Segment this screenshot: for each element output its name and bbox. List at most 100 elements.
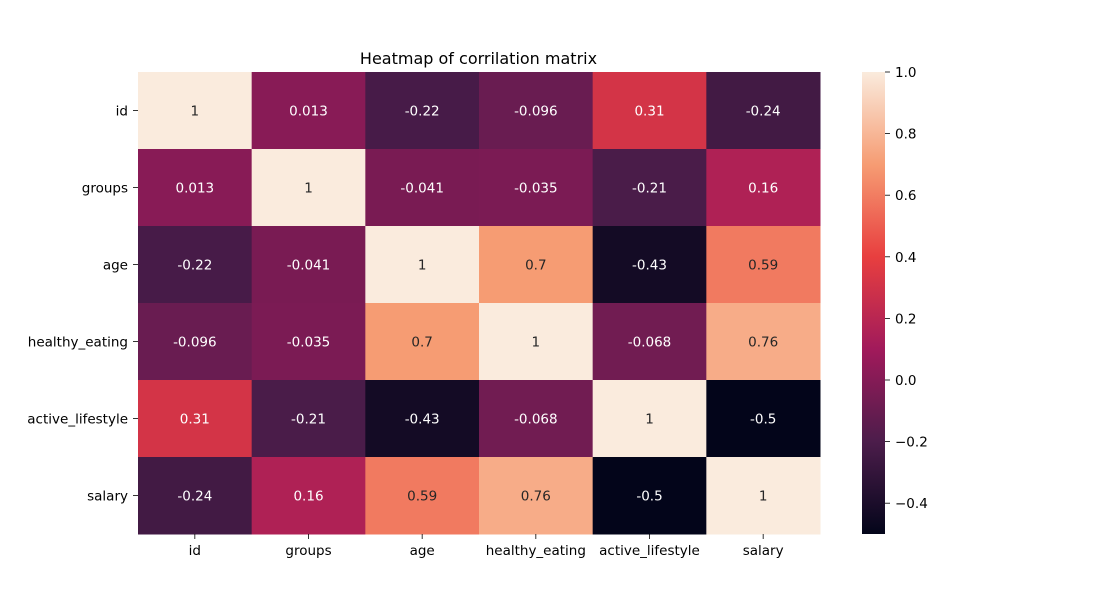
cell-value-label-2-3: 0.7 [525,258,546,274]
heatmap-cells: 1 0.013 -0.22 -0.096 0.31 -0.24 0.013 1 -0.041 -0… [138,72,821,535]
x-tick-labels: id groups age healthy_eating active_lifestyl… [189,534,784,559]
cell-value-label-5-4: -0.5 [636,489,662,505]
heatmap-cell-4-3 [479,380,594,458]
cell-value-label-4-4: 1 [645,412,654,428]
colorbar-tick-label-1: −0.2 [895,435,928,451]
y-tick-label-5: salary [87,489,128,505]
cell-value-label-2-4: -0.43 [632,258,667,274]
heatmap-cell-5-0 [138,457,253,535]
y-tick-labels: id groups age healthy_eating active_lifestyl… [27,104,138,505]
colorbar-tick-label-5: 0.6 [895,188,916,204]
x-tick-label-5: salary [743,543,784,559]
cell-value-label-3-1: -0.035 [287,335,331,351]
cell-value-label-4-5: -0.5 [750,412,776,428]
x-tick-label-4: active_lifestyle [599,543,700,559]
heatmap-cell-5-5 [706,457,821,535]
heatmap-cell-4-1 [251,380,366,458]
cell-value-label-4-1: -0.21 [291,412,326,428]
cell-value-label-0-0: 1 [191,104,200,120]
heatmap-cell-3-3 [479,303,594,381]
cell-value-label-1-1: 1 [304,181,313,197]
cell-value-label-4-2: -0.43 [405,412,440,428]
cell-value-label-0-4: 0.31 [634,104,664,120]
cell-value-label-1-3: -0.035 [514,181,558,197]
cell-value-label-0-5: -0.24 [746,104,781,120]
heatmap-cell-3-2 [365,303,480,381]
x-tick-label-1: groups [285,543,331,559]
cell-value-label-4-3: -0.068 [514,412,558,428]
cell-value-label-2-0: -0.22 [177,258,212,274]
chart-title: Heatmap of corrilation matrix [360,49,597,68]
colorbar-tick-label-0: −0.4 [895,496,928,512]
x-tick-label-0: id [189,543,201,559]
heatmap-cell-2-2 [365,226,480,304]
colorbar-tick-label-2: 0.0 [895,373,916,389]
heatmap-cell-3-0 [138,303,253,381]
heatmap-cell-2-4 [592,226,707,304]
y-tick-label-3: healthy_eating [28,335,128,351]
colorbar-tick-label-6: 0.8 [895,127,916,143]
heatmap-cell-4-4 [592,380,707,458]
heatmap-cell-4-5 [706,380,821,458]
heatmap-cell-0-0 [138,72,253,150]
x-tick-label-3: healthy_eating [486,543,586,559]
cell-value-label-5-0: -0.24 [177,489,212,505]
heatmap-cell-0-2 [365,72,480,150]
cell-value-label-3-4: -0.068 [628,335,672,351]
heatmap-cell-5-2 [365,457,480,535]
colorbar-tick-label-7: 1.0 [895,65,916,81]
heatmap-cell-2-3 [479,226,594,304]
cell-value-label-1-2: -0.041 [400,181,444,197]
cell-value-label-0-3: -0.096 [514,104,558,120]
heatmap-cell-0-1 [251,72,366,150]
y-tick-label-0: id [116,104,128,120]
colorbar-tick-label-4: 0.4 [895,250,916,266]
cell-value-label-2-1: -0.041 [287,258,331,274]
y-tick-label-1: groups [82,181,128,197]
heatmap-cell-1-0 [138,149,253,227]
cell-value-label-3-2: 0.7 [411,335,432,351]
heatmap-cell-1-5 [706,149,821,227]
heatmap-cell-4-0 [138,380,253,458]
heatmap-cell-1-4 [592,149,707,227]
heatmap-cell-3-1 [251,303,366,381]
y-tick-label-4: active_lifestyle [27,412,128,428]
cell-value-label-2-2: 1 [418,258,427,274]
cell-value-label-3-0: -0.096 [173,335,217,351]
x-tick-label-2: age [410,543,435,559]
heatmap-cell-1-3 [479,149,594,227]
cell-value-label-2-5: 0.59 [748,258,778,274]
heatmap-cell-5-1 [251,457,366,535]
heatmap-cell-1-2 [365,149,480,227]
heatmap-cell-2-5 [706,226,821,304]
colorbar-tick-label-3: 0.2 [895,311,916,327]
cell-value-label-1-4: -0.21 [632,181,667,197]
heatmap-cell-1-1 [251,149,366,227]
cell-value-label-5-1: 0.16 [293,489,323,505]
cell-value-label-0-1: 0.013 [289,104,328,120]
cell-value-label-4-0: 0.31 [180,412,210,428]
cell-value-label-1-5: 0.16 [748,181,778,197]
heatmap-cell-0-3 [479,72,594,150]
cell-value-label-3-5: 0.76 [748,335,778,351]
heatmap-cell-5-3 [479,457,594,535]
cell-value-label-0-2: -0.22 [405,104,440,120]
heatmap-cell-5-4 [592,457,707,535]
cell-value-label-5-3: 0.76 [521,489,551,505]
heatmap-cell-0-5 [706,72,821,150]
cell-value-label-3-3: 1 [532,335,541,351]
heatmap-cell-3-5 [706,303,821,381]
heatmap-cell-2-0 [138,226,253,304]
heatmap-cell-3-4 [592,303,707,381]
y-tick-label-2: age [103,258,128,274]
cell-value-label-5-2: 0.59 [407,489,437,505]
colorbar: −0.4 −0.2 0.0 0.2 0.4 0.6 0.8 1.0 [862,65,928,534]
colorbar-gradient [862,72,885,534]
cell-value-label-1-0: 0.013 [176,181,215,197]
cell-value-label-5-5: 1 [759,489,768,505]
heatmap-cell-4-2 [365,380,480,458]
heatmap-cell-2-1 [251,226,366,304]
heatmap-cell-0-4 [592,72,707,150]
